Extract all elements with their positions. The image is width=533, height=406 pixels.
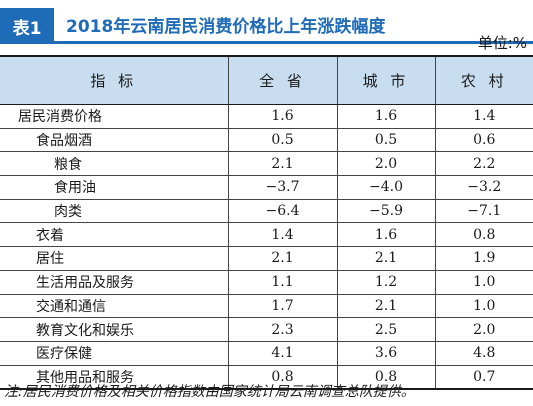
table-row: 食品烟酒 0.5 0.5 0.6: [0, 128, 533, 153]
cell-province: 1.1: [227, 270, 337, 295]
table-row: 医疗保健 4.1 3.6 4.8: [0, 341, 533, 366]
row-label: 交通和通信: [0, 294, 228, 319]
cell-rural: 0.6: [434, 128, 533, 153]
table-number-tag: 表1: [0, 8, 54, 44]
cell-urban: 0.8: [336, 365, 435, 391]
cell-urban: 2.0: [336, 151, 435, 177]
unit-label: 单位:%: [477, 34, 527, 52]
cell-urban: 1.6: [336, 222, 435, 248]
cell-urban: 3.6: [336, 341, 435, 366]
table-row: 食用油 −3.7 −4.0 −3.2: [0, 175, 533, 200]
cell-province: −3.7: [227, 175, 337, 200]
cell-province: 0.8: [227, 365, 337, 391]
price-table: 指 标 全 省 城 市 农 村 居民消费价格 1.6 1.6 1.4 食品烟酒 0.5 0.…: [0, 55, 533, 391]
row-label: 食用油: [0, 175, 228, 200]
cell-rural: −3.2: [434, 175, 533, 200]
row-label: 其他用品和服务: [0, 365, 228, 391]
cell-urban: −4.0: [336, 175, 435, 200]
row-label: 教育文化和娱乐: [0, 317, 228, 342]
title-rule: [54, 41, 533, 44]
cell-province: 2.3: [227, 317, 337, 342]
cell-rural: 0.7: [434, 365, 533, 391]
table-row: 衣着 1.4 1.6 0.8: [0, 222, 533, 248]
cell-rural: 1.0: [434, 294, 533, 319]
cell-urban: 2.5: [336, 317, 435, 342]
column-header-row: 指 标 全 省 城 市 农 村: [0, 55, 533, 105]
cell-province: 2.1: [227, 246, 337, 271]
row-label: 粮食: [0, 151, 228, 177]
data-table: 指 标 全 省 城 市 农 村 居民消费价格 1.6 1.6 1.4 食品烟酒 0.5 0.…: [0, 55, 533, 391]
table-row: 居民消费价格 1.6 1.6 1.4: [0, 104, 533, 129]
table-title: 2018年云南居民消费价格比上年涨跌幅度: [66, 17, 386, 37]
table-row: 肉类 −6.4 −5.9 −7.1: [0, 199, 533, 224]
cell-urban: 2.1: [336, 294, 435, 319]
cell-urban: 2.1: [336, 246, 435, 271]
table-row: 交通和通信 1.7 2.1 1.0: [0, 294, 533, 319]
cell-urban: 1.6: [336, 104, 435, 129]
cell-urban: 0.5: [336, 128, 435, 153]
cell-rural: −7.1: [434, 199, 533, 224]
cell-urban: −5.9: [336, 199, 435, 224]
row-label: 生活用品及服务: [0, 270, 228, 295]
table-header: 表1 2018年云南居民消费价格比上年涨跌幅度 单位:%: [0, 0, 533, 52]
cell-province: 0.5: [227, 128, 337, 153]
column-header-urban: 城 市: [336, 55, 435, 105]
table-row: 粮食 2.1 2.0 2.2: [0, 151, 533, 177]
cell-province: 1.7: [227, 294, 337, 319]
cell-province: −6.4: [227, 199, 337, 224]
table-row: 教育文化和娱乐 2.3 2.5 2.0: [0, 317, 533, 342]
row-label: 食品烟酒: [0, 128, 228, 153]
row-label: 肉类: [0, 199, 228, 224]
cell-urban: 1.2: [336, 270, 435, 295]
cell-province: 1.4: [227, 222, 337, 248]
cell-province: 4.1: [227, 341, 337, 366]
row-label: 医疗保健: [0, 341, 228, 366]
cell-rural: 2.2: [434, 151, 533, 177]
column-header-indicator: 指 标: [0, 55, 228, 105]
table-row: 其他用品和服务 0.8 0.8 0.7: [0, 365, 533, 391]
cell-rural: 1.9: [434, 246, 533, 271]
row-label: 居民消费价格: [0, 104, 228, 129]
column-header-province: 全 省: [227, 55, 337, 105]
table-row: 生活用品及服务 1.1 1.2 1.0: [0, 270, 533, 295]
cell-province: 1.6: [227, 104, 337, 129]
cell-rural: 4.8: [434, 341, 533, 366]
footnote: 注:居民消费价格及相关价格指数由国家统计局云南调查总队提供。: [4, 384, 415, 400]
column-header-rural: 农 村: [434, 55, 533, 105]
cell-province: 2.1: [227, 151, 337, 177]
row-label: 居住: [0, 246, 228, 271]
cell-rural: 0.8: [434, 222, 533, 248]
cell-rural: 1.4: [434, 104, 533, 129]
cell-rural: 2.0: [434, 317, 533, 342]
row-label: 衣着: [0, 222, 228, 248]
table-row: 居住 2.1 2.1 1.9: [0, 246, 533, 271]
cell-rural: 1.0: [434, 270, 533, 295]
